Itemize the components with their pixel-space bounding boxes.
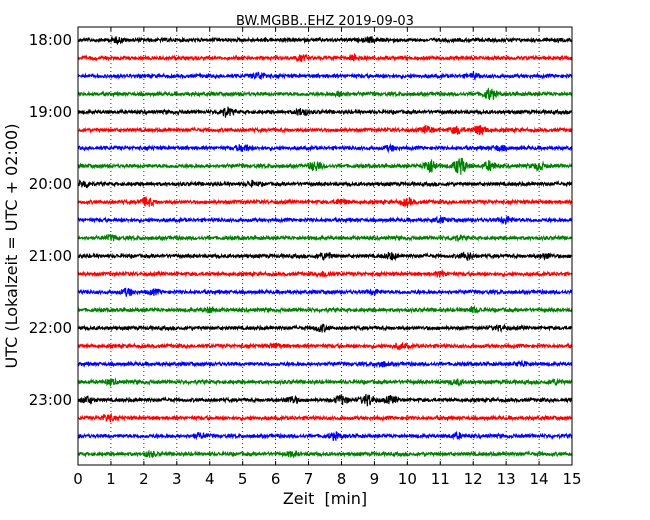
traces xyxy=(77,35,573,459)
x-tick-label: 14 xyxy=(530,470,549,488)
x-tick-label: 13 xyxy=(497,470,516,488)
x-tick-label: 10 xyxy=(398,470,417,488)
x-tick-label: 0 xyxy=(73,470,83,488)
x-tick-label: 5 xyxy=(238,470,248,488)
x-tick-label: 8 xyxy=(337,470,347,488)
trace-2230 xyxy=(77,359,573,369)
x-tick-labels: 0 1 2 3 4 5 6 7 8 9 10 11 12 13 14 15 xyxy=(73,470,581,488)
trace-2000 xyxy=(77,179,573,189)
y-axis-label: UTC (Lokalzeit = UTC + 02:00) xyxy=(2,124,21,369)
trace-2330 xyxy=(77,430,573,442)
y-tick-label: 22:00 xyxy=(29,319,72,337)
y-tick-label: 21:00 xyxy=(29,247,72,265)
y-tick-label: 23:00 xyxy=(29,391,72,409)
y-tick-labels: 18:00 19:00 20:00 21:00 22:00 23:00 xyxy=(29,31,72,409)
trace-2315 xyxy=(77,412,573,423)
trace-2045 xyxy=(77,233,573,243)
trace-1845 xyxy=(77,87,573,101)
trace-1800 xyxy=(77,35,573,46)
x-tick-label: 9 xyxy=(370,470,380,488)
x-tick-label: 1 xyxy=(106,470,116,488)
x-tick-label: 15 xyxy=(562,470,581,488)
trace-1815 xyxy=(77,52,573,64)
x-tick-label: 2 xyxy=(139,470,149,488)
trace-2030 xyxy=(77,215,573,226)
trace-1930 xyxy=(77,142,573,154)
trace-2145 xyxy=(77,304,573,315)
trace-2200 xyxy=(77,323,573,334)
x-axis-label: Zeit [min] xyxy=(283,489,367,508)
y-tick-label: 18:00 xyxy=(29,31,72,49)
trace-2300 xyxy=(77,393,573,407)
x-tick-label: 7 xyxy=(304,470,314,488)
x-tick-label: 6 xyxy=(271,470,281,488)
trace-1915 xyxy=(77,124,573,136)
trace-1900 xyxy=(77,106,573,118)
y-tick-label: 20:00 xyxy=(29,175,72,193)
trace-2215 xyxy=(77,341,573,351)
x-tick-label: 11 xyxy=(431,470,450,488)
trace-2100 xyxy=(77,250,573,262)
x-tick-label: 3 xyxy=(172,470,182,488)
trace-1830 xyxy=(77,70,573,81)
trace-2345 xyxy=(77,449,573,459)
x-tick-label: 4 xyxy=(205,470,215,488)
trace-2245 xyxy=(77,377,573,387)
trace-2115 xyxy=(77,268,573,279)
ticks xyxy=(77,27,573,465)
chart-title: BW.MGBB..EHZ 2019-09-03 xyxy=(236,14,414,29)
plot-frame xyxy=(77,26,573,466)
trace-2130 xyxy=(77,287,573,297)
trace-2015 xyxy=(77,196,573,208)
y-tick-label: 19:00 xyxy=(29,103,72,121)
x-tick-label: 12 xyxy=(464,470,483,488)
trace-1945 xyxy=(77,157,573,175)
